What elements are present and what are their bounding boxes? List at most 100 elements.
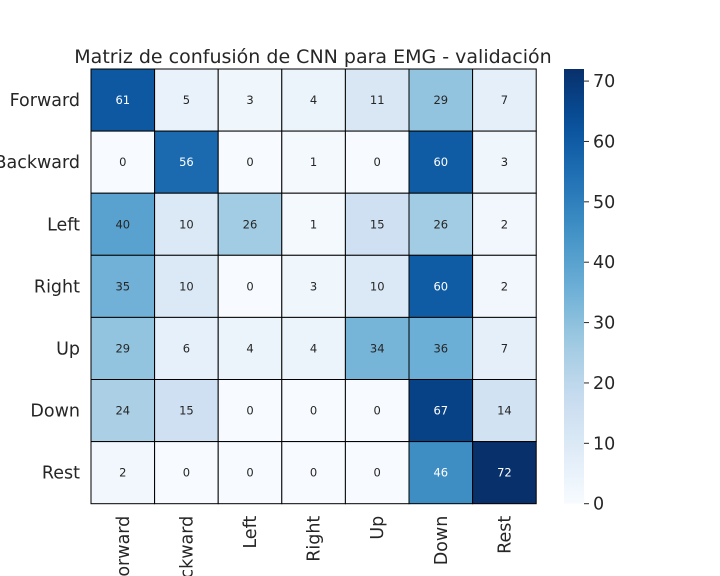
cell-value-label: 26: [243, 217, 258, 231]
column-tick-labels: Forward Backward Left Right Up Down Rest: [114, 516, 516, 576]
heatmap-cell: [408, 68, 474, 132]
cell-value-label: 2: [501, 279, 508, 293]
chart-title: Matriz de confusión de CNN para EMG - va…: [74, 46, 551, 68]
row-tick-label: Right: [34, 277, 80, 297]
cell-value-label: 1: [310, 155, 317, 169]
heatmap-cell: [90, 316, 156, 380]
heatmap-cell: [217, 130, 283, 194]
cell-value-label: 34: [370, 341, 385, 355]
cell-value-label: 40: [115, 217, 130, 231]
cell-value-label: 67: [433, 404, 448, 418]
cell-value-label: 0: [246, 155, 253, 169]
cell-value-label: 15: [179, 404, 194, 418]
cell-value-label: 56: [179, 155, 194, 169]
cell-value-label: 10: [370, 279, 385, 293]
cell-value-label: 0: [183, 466, 190, 480]
heatmap-cell: [472, 254, 537, 318]
colorbar-gradient: [564, 69, 584, 504]
cell-value-label: 0: [119, 155, 126, 169]
cell-value-label: 35: [115, 279, 130, 293]
cell-value-label: 3: [501, 155, 508, 169]
heatmap-cell: [281, 441, 346, 505]
column-tick-label: Backward: [177, 516, 197, 576]
cell-value-label: 5: [183, 93, 190, 107]
row-tick-label: Up: [56, 339, 80, 359]
cell-value-label: 2: [501, 217, 508, 231]
cell-value-label: 10: [179, 217, 194, 231]
column-tick-label: Down: [432, 516, 452, 566]
row-tick-label: Forward: [10, 91, 80, 111]
cell-value-label: 0: [246, 466, 253, 480]
cell-value-label: 6: [183, 341, 190, 355]
cell-value-label: 46: [433, 466, 448, 480]
heatmap-cell: [472, 130, 537, 194]
cell-value-label: 26: [433, 217, 448, 231]
column-tick-label: Up: [368, 516, 388, 540]
cell-value-label: 3: [310, 279, 317, 293]
column-tick-label: Rest: [495, 516, 515, 554]
cell-value-label: 60: [433, 155, 448, 169]
row-tick-label: Rest: [42, 464, 80, 484]
cell-value-label: 36: [433, 341, 448, 355]
row-tick-label: Backward: [0, 153, 80, 173]
heatmap-cell: [154, 254, 219, 318]
heatmap-cell: [217, 316, 283, 380]
heatmap-cell: [154, 192, 219, 256]
cell-value-label: 0: [374, 466, 381, 480]
heatmap-cell: [281, 192, 346, 256]
cell-value-label: 7: [501, 93, 508, 107]
colorbar-tick-label: 70: [593, 72, 615, 92]
cell-value-label: 72: [497, 466, 512, 480]
heatmap-cell: [90, 130, 156, 194]
colorbar: 0 10 20 30 40 50 60 70: [564, 69, 615, 515]
column-tick-label: Left: [241, 516, 261, 549]
cell-value-label: 15: [370, 217, 385, 231]
heatmap-cells: 61 5 3 4 11 29 70 56 0 1 0 60 340 10 26 1 15 26 235 10 0 3 10 6…: [90, 68, 537, 505]
cell-value-label: 2: [119, 466, 126, 480]
heatmap-cell: [281, 379, 346, 443]
heatmap-cell: [281, 254, 346, 318]
heatmap-cell: [217, 441, 283, 505]
row-tick-labels: Forward Backward Left Right Up Down Rest: [0, 91, 80, 484]
heatmap-cell: [217, 68, 283, 132]
column-tick-label: Forward: [114, 516, 134, 576]
cell-value-label: 29: [433, 93, 448, 107]
row-tick-label: Left: [47, 215, 80, 235]
cell-value-label: 1: [310, 217, 317, 231]
cell-value-label: 0: [310, 466, 317, 480]
cell-value-label: 60: [433, 279, 448, 293]
heatmap-cell: [472, 192, 537, 256]
row-tick-label: Down: [30, 402, 80, 422]
colorbar-tick-label: 20: [593, 374, 615, 394]
cell-value-label: 0: [310, 404, 317, 418]
heatmap-cell: [408, 254, 474, 318]
cell-value-label: 10: [179, 279, 194, 293]
cell-value-label: 4: [310, 341, 317, 355]
cell-value-label: 3: [246, 93, 253, 107]
heatmap-cell: [154, 379, 219, 443]
cell-value-label: 0: [374, 155, 381, 169]
cell-value-label: 61: [115, 93, 130, 107]
cell-value-label: 4: [246, 341, 253, 355]
heatmap-cell: [344, 379, 410, 443]
heatmap-cell: [281, 68, 346, 132]
heatmap-cell: [90, 68, 156, 132]
heatmap-cell: [344, 130, 410, 194]
cell-value-label: 29: [115, 341, 130, 355]
heatmap-cell: [217, 192, 283, 256]
heatmap-cell: [90, 441, 156, 505]
cell-value-label: 0: [374, 404, 381, 418]
heatmap-cell: [408, 441, 474, 505]
colorbar-tick-label: 30: [593, 314, 615, 334]
colorbar-tick-label: 10: [593, 434, 615, 454]
heatmap-cell: [472, 379, 537, 443]
heatmap-cell: [90, 379, 156, 443]
cell-value-label: 24: [115, 404, 130, 418]
cell-value-label: 0: [246, 279, 253, 293]
heatmap-cell: [408, 192, 474, 256]
colorbar-tick-label: 40: [593, 253, 615, 273]
colorbar-tick-label: 60: [593, 132, 615, 152]
cell-value-label: 4: [310, 93, 317, 107]
colorbar-tick-label: 50: [593, 193, 615, 213]
